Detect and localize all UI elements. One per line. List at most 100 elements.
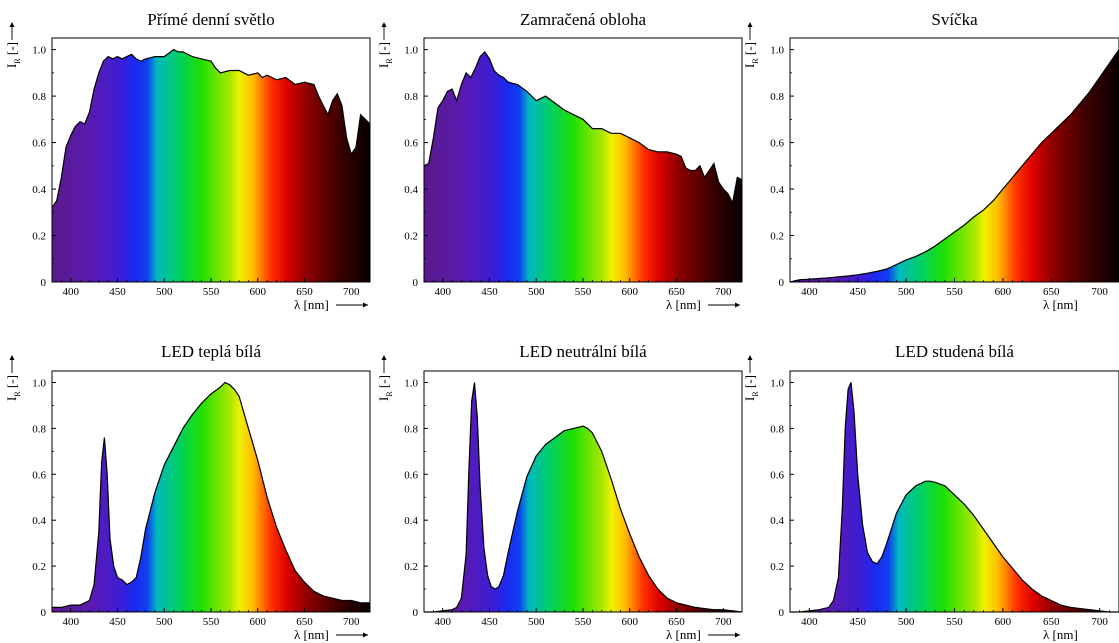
y-tick-label: 0.2 — [404, 561, 418, 573]
y-tick-label: 0 — [41, 277, 47, 289]
y-tick-label: 0.6 — [770, 138, 784, 150]
chart-title: Zamračená obloha — [520, 10, 646, 29]
x-tick-label: 400 — [62, 616, 79, 628]
chart-panel-4: LED teplá bílá 400 450 500 550 600 650 700 0 0.2 0… — [4, 342, 371, 642]
spectrum-area — [790, 49, 1119, 282]
x-tick-label: 700 — [1091, 616, 1108, 628]
chart-panel-3: Svíčka 400 450 500 550 600 650 700 0 0.2 0.4 0.6 0.8… — [742, 10, 1119, 312]
x-axis-label: λ [nm] — [1043, 627, 1078, 642]
y-axis-arrowhead — [9, 355, 15, 360]
x-tick-label: 550 — [575, 616, 592, 628]
spectrum-line — [51, 48, 371, 208]
y-tick-label: 0.2 — [32, 231, 46, 243]
y-axis-label: IR [-] — [742, 375, 760, 401]
x-tick-label: 400 — [801, 286, 818, 298]
y-axis-arrowhead — [381, 355, 387, 360]
chart-panel-6: LED studená bílá 400 450 500 550 600 650 700 0 0.… — [742, 342, 1119, 642]
x-tick-label: 500 — [898, 616, 915, 628]
x-tick-label: 600 — [995, 286, 1012, 298]
y-tick-label: 0.4 — [32, 184, 46, 196]
spectrum-line — [52, 381, 370, 608]
x-tick-label: 500 — [898, 286, 915, 298]
x-axis-arrowhead — [363, 302, 368, 308]
spectrum-area — [52, 382, 370, 612]
y-tick-label: 0.4 — [404, 515, 418, 527]
y-tick-label: 1.0 — [770, 377, 784, 389]
y-axis-label: IR [-] — [4, 42, 22, 68]
y-tick-label: 1.0 — [404, 377, 418, 389]
y-tick-label: 0.6 — [32, 138, 46, 150]
x-tick-label: 650 — [668, 286, 685, 298]
x-tick-label: 550 — [575, 286, 592, 298]
x-tick-label: 700 — [343, 286, 360, 298]
chart-title: LED teplá bílá — [161, 342, 262, 361]
x-tick-label: 700 — [343, 616, 360, 628]
y-tick-label: 1.0 — [32, 377, 46, 389]
y-tick-label: 0.2 — [32, 561, 46, 573]
y-tick-label: 0 — [413, 277, 419, 289]
y-tick-label: 0.8 — [32, 423, 46, 435]
y-tick-label: 0.8 — [770, 423, 784, 435]
chart-panel-2: Zamračená obloha 400 450 500 550 600 650 700 0 0.… — [376, 10, 743, 312]
x-tick-label: 400 — [62, 286, 79, 298]
y-tick-label: 0 — [779, 607, 785, 619]
y-tick-label: 0.8 — [404, 91, 418, 103]
y-tick-label: 0.2 — [770, 231, 784, 243]
y-tick-label: 0.2 — [404, 231, 418, 243]
chart-panel-1: Přímé denní světlo 400 450 500 550 600 650 700 0… — [4, 10, 371, 312]
y-tick-label: 0 — [41, 607, 47, 619]
x-axis-arrowhead — [735, 302, 740, 308]
y-tick-label: 0 — [779, 277, 785, 289]
x-tick-label: 650 — [668, 616, 685, 628]
x-tick-label: 450 — [849, 616, 866, 628]
x-tick-label: 550 — [946, 286, 963, 298]
spectrum-line — [423, 50, 743, 205]
x-axis-label: λ [nm] — [294, 297, 329, 312]
x-tick-label: 600 — [622, 616, 639, 628]
y-axis-label: IR [-] — [742, 42, 760, 68]
x-tick-label: 700 — [1091, 286, 1108, 298]
y-tick-label: 0.6 — [32, 469, 46, 481]
spectrum-area — [424, 382, 742, 612]
x-tick-label: 400 — [434, 286, 451, 298]
chart-panel-5: LED neutrální bílá 400 450 500 550 600 650 700 0… — [376, 342, 743, 642]
x-tick-label: 450 — [109, 286, 126, 298]
x-tick-label: 450 — [481, 616, 498, 628]
spectrum-line — [790, 382, 1119, 613]
chart-title: LED neutrální bílá — [519, 342, 647, 361]
chart-title: Svíčka — [931, 10, 978, 29]
x-tick-label: 450 — [481, 286, 498, 298]
x-tick-label: 400 — [801, 616, 818, 628]
x-tick-label: 450 — [109, 616, 126, 628]
y-axis-label: IR [-] — [376, 42, 394, 68]
y-tick-label: 0.8 — [32, 91, 46, 103]
x-tick-label: 600 — [250, 616, 267, 628]
x-tick-label: 700 — [715, 616, 732, 628]
y-tick-label: 1.0 — [404, 45, 418, 57]
x-tick-label: 600 — [622, 286, 639, 298]
y-axis-label: IR [-] — [376, 375, 394, 401]
x-axis-arrowhead — [735, 632, 740, 638]
y-tick-label: 0.4 — [404, 184, 418, 196]
x-tick-label: 700 — [715, 286, 732, 298]
y-tick-label: 0.4 — [32, 515, 46, 527]
y-tick-label: 1.0 — [770, 45, 784, 57]
x-axis-label: λ [nm] — [666, 297, 701, 312]
y-tick-label: 0.6 — [404, 469, 418, 481]
y-tick-label: 0.8 — [770, 91, 784, 103]
y-tick-label: 0.4 — [770, 515, 784, 527]
spectrum-line — [789, 49, 1119, 283]
x-tick-label: 650 — [1043, 616, 1060, 628]
y-axis-arrowhead — [747, 355, 753, 360]
y-tick-label: 0.6 — [404, 138, 418, 150]
spectrum-area — [424, 51, 742, 283]
y-tick-label: 0.2 — [770, 561, 784, 573]
x-tick-label: 450 — [849, 286, 866, 298]
y-tick-label: 0 — [413, 607, 419, 619]
y-tick-label: 0.6 — [770, 469, 784, 481]
x-tick-label: 650 — [1043, 286, 1060, 298]
x-tick-label: 600 — [250, 286, 267, 298]
x-tick-label: 500 — [528, 286, 545, 298]
y-tick-label: 0.8 — [404, 423, 418, 435]
